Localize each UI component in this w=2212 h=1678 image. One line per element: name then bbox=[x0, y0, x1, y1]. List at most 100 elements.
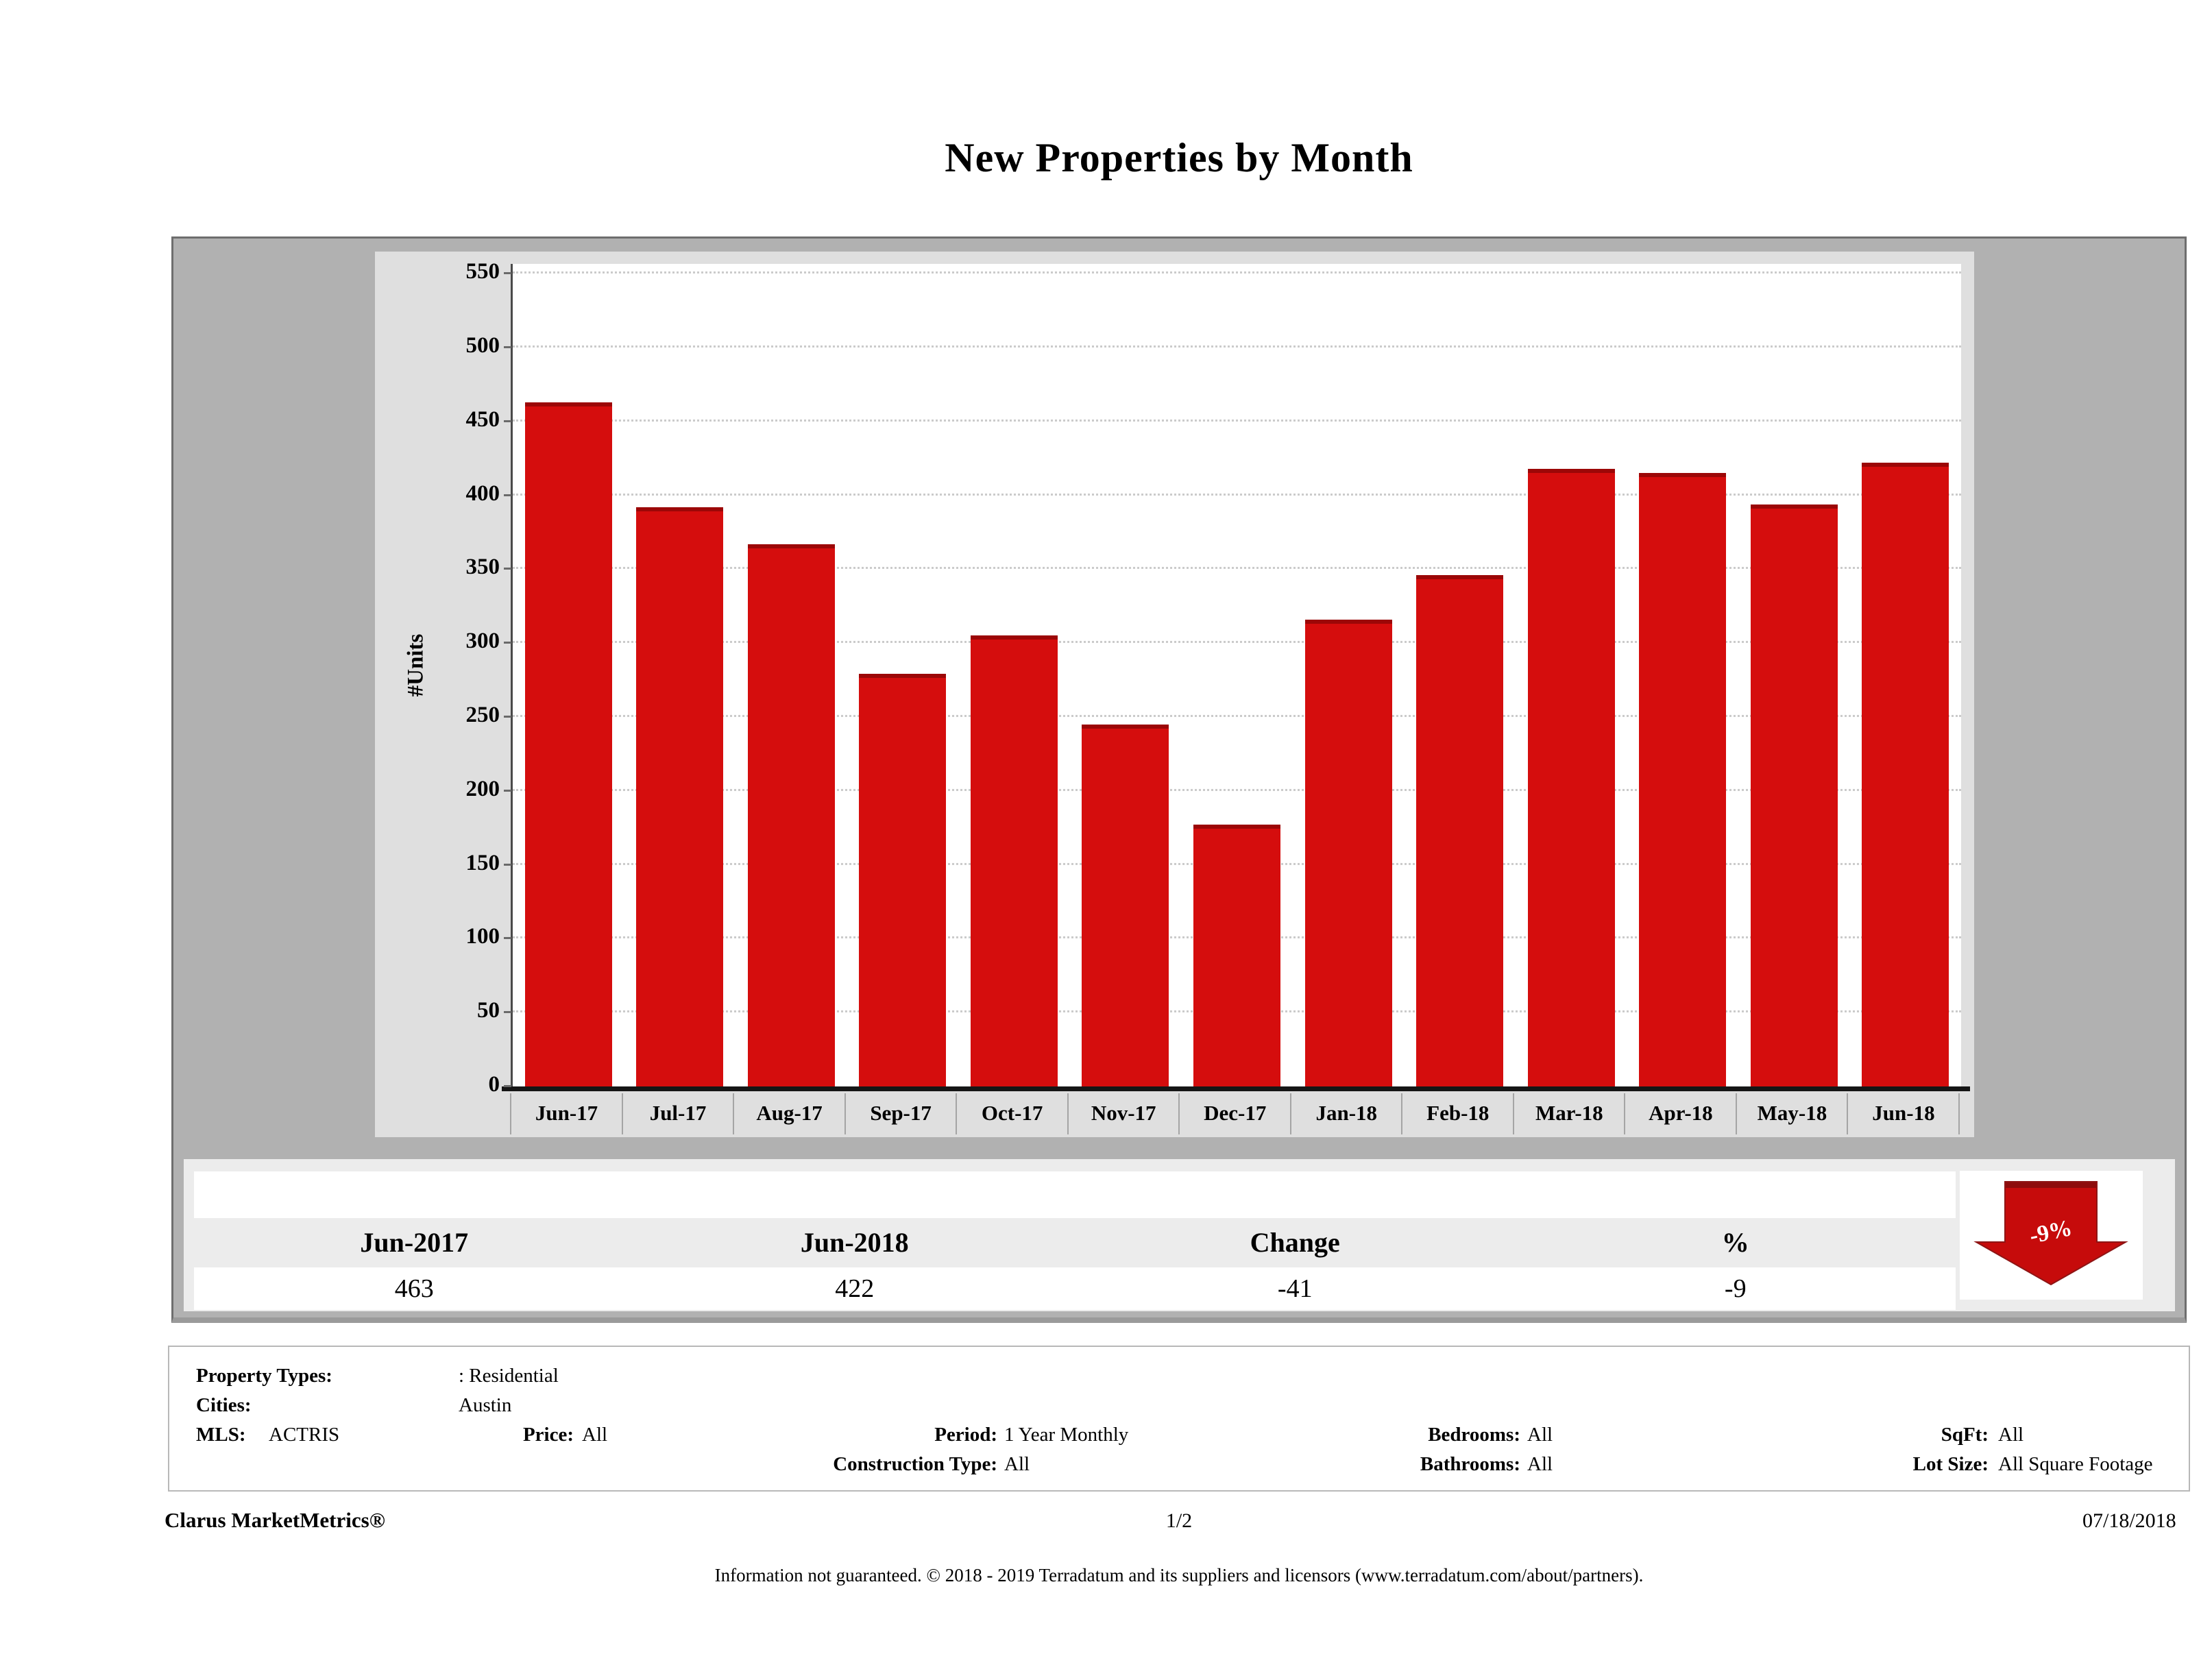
gridline-300 bbox=[513, 641, 1961, 644]
gridline-200 bbox=[513, 788, 1961, 791]
x-tick-separator bbox=[733, 1093, 735, 1134]
summary-value-Jun-2017: 463 bbox=[394, 1274, 434, 1303]
y-tick-mark bbox=[504, 642, 511, 644]
down-arrow-icon: -9% bbox=[1973, 1181, 2128, 1286]
y-tick-label: 200 bbox=[465, 776, 500, 801]
change-indicator: -9% bbox=[1960, 1171, 2143, 1300]
x-tick-separator bbox=[1067, 1093, 1069, 1134]
x-tick-label-Jan-18: Jan-18 bbox=[1315, 1101, 1378, 1125]
param-label-lot-size-: Lot Size: bbox=[1912, 1453, 1989, 1475]
x-tick-label-Apr-18: Apr-18 bbox=[1649, 1101, 1713, 1125]
summary-value-%: -9 bbox=[1724, 1274, 1747, 1303]
gridline-350 bbox=[513, 567, 1961, 570]
param-value-sqft-: All bbox=[1998, 1424, 2024, 1446]
x-tick-label-Aug-17: Aug-17 bbox=[756, 1101, 823, 1125]
x-tick-label-Feb-18: Feb-18 bbox=[1426, 1101, 1490, 1125]
bar-May-18 bbox=[1750, 504, 1838, 1086]
param-value-bedrooms-: All bbox=[1527, 1424, 1553, 1446]
y-tick-label: 100 bbox=[465, 924, 500, 949]
y-tick-mark bbox=[504, 937, 511, 940]
bar-Jan-18 bbox=[1304, 619, 1392, 1086]
x-tick-label-Jun-18: Jun-18 bbox=[1872, 1101, 1935, 1125]
x-tick-label-Sep-17: Sep-17 bbox=[870, 1101, 932, 1125]
x-tick-label-Nov-17: Nov-17 bbox=[1091, 1101, 1156, 1125]
y-tick-mark bbox=[504, 494, 511, 496]
x-tick-separator bbox=[1289, 1093, 1291, 1134]
x-tick-separator bbox=[1512, 1093, 1514, 1134]
x-tick-label-Jun-17: Jun-17 bbox=[535, 1101, 598, 1125]
page-title: New Properties by Month bbox=[945, 135, 1413, 180]
footer-page-number: 1/2 bbox=[1165, 1509, 1193, 1532]
param-label-period-: Period: bbox=[934, 1424, 997, 1446]
x-tick-separator bbox=[1847, 1093, 1849, 1134]
y-tick-label: 350 bbox=[465, 555, 500, 580]
param-value-price-: All bbox=[582, 1424, 608, 1446]
y-tick-label: 450 bbox=[465, 406, 500, 432]
y-tick-label: 400 bbox=[465, 481, 500, 506]
param-label-property-types-: Property Types: bbox=[196, 1365, 332, 1387]
x-tick-separator bbox=[1958, 1093, 1960, 1134]
summary-header-%: % bbox=[1721, 1227, 1749, 1258]
y-tick-label: 150 bbox=[465, 850, 500, 875]
y-tick-mark bbox=[504, 1011, 511, 1014]
x-tick-label-Dec-17: Dec-17 bbox=[1204, 1101, 1267, 1125]
table-value-row: 463 422 -41 -9 bbox=[194, 1267, 1956, 1310]
footer-disclaimer: Information not guaranteed. © 2018 - 201… bbox=[714, 1565, 1644, 1585]
footer-date: 07/18/2018 bbox=[2082, 1509, 2176, 1532]
gridline-250 bbox=[513, 715, 1961, 717]
param-value-mls-: ACTRIS bbox=[269, 1424, 340, 1446]
param-row-4: Construction Type: All Bathrooms: All Lot Si… bbox=[169, 1453, 2189, 1481]
param-label-bathrooms-: Bathrooms: bbox=[1420, 1453, 1520, 1475]
param-row-1: Property Types: : Residential bbox=[169, 1365, 2189, 1392]
y-tick-mark bbox=[504, 346, 511, 348]
x-tick-label-May-18: May-18 bbox=[1757, 1101, 1827, 1125]
bar-Jun-17 bbox=[524, 402, 612, 1086]
parameters-box: Property Types: : Residential Cities: Austi… bbox=[168, 1346, 2190, 1492]
gridline-500 bbox=[513, 345, 1961, 348]
param-label-bedrooms-: Bedrooms: bbox=[1428, 1424, 1520, 1446]
param-label-cities-: Cities: bbox=[196, 1394, 252, 1416]
y-tick-mark bbox=[504, 420, 511, 422]
bar-Aug-17 bbox=[747, 544, 835, 1086]
y-tick-label: 50 bbox=[477, 998, 500, 1023]
param-value-property-types-: : Residential bbox=[459, 1365, 559, 1387]
y-tick-mark bbox=[504, 716, 511, 718]
y-tick-mark bbox=[504, 1085, 511, 1087]
summary-header-Jun-2017: Jun-2017 bbox=[360, 1227, 469, 1258]
summary-table: Jun-2017 Jun-2018 Change% 463 422 -41 -9 bbox=[184, 1159, 2175, 1311]
param-row-3: MLS: ACTRIS Price: All Period: 1 Year Monthly… bbox=[169, 1424, 2189, 1451]
bar-Mar-18 bbox=[1527, 468, 1615, 1086]
x-tick-label-Jul-17: Jul-17 bbox=[649, 1101, 707, 1125]
bar-Sep-17 bbox=[859, 674, 947, 1086]
param-label-price-: Price: bbox=[522, 1424, 574, 1446]
y-tick-label: 500 bbox=[465, 333, 500, 358]
param-label-sqft-: SqFt: bbox=[1941, 1424, 1989, 1446]
param-value-lot-size-: All Square Footage bbox=[1998, 1453, 2153, 1475]
y-tick-mark bbox=[504, 568, 511, 570]
bar-Jul-17 bbox=[636, 507, 724, 1086]
x-tick-label-Mar-18: Mar-18 bbox=[1535, 1101, 1603, 1125]
x-tick-separator bbox=[1178, 1093, 1180, 1134]
x-tick-separator bbox=[510, 1093, 511, 1134]
bar-Feb-18 bbox=[1416, 575, 1504, 1086]
y-tick-mark bbox=[504, 789, 511, 792]
y-tick-label: 550 bbox=[465, 259, 500, 284]
x-tick-separator bbox=[1735, 1093, 1737, 1134]
bar-Nov-17 bbox=[1082, 724, 1169, 1086]
bar-Jun-18 bbox=[1862, 463, 1949, 1086]
plot-area bbox=[502, 264, 1970, 1091]
x-tick-separator bbox=[621, 1093, 623, 1134]
param-value-construction-type-: All bbox=[1004, 1453, 1030, 1475]
y-tick-label: 0 bbox=[488, 1072, 500, 1097]
param-label-construction-type-: Construction Type: bbox=[833, 1453, 997, 1475]
footer-brand: Clarus MarketMetrics® bbox=[165, 1508, 385, 1532]
param-row-2: Cities: Austin bbox=[169, 1394, 2189, 1422]
x-axis-line bbox=[502, 1086, 1970, 1091]
param-value-period-: 1 Year Monthly bbox=[1004, 1424, 1129, 1446]
plot-panel: #Units 0 50 100 150 200 250 300 350 400 450 500 550… bbox=[375, 252, 1974, 1137]
y-tick-label: 300 bbox=[465, 629, 500, 654]
summary-header-Jun-2018: Jun-2018 bbox=[800, 1227, 909, 1258]
param-label-mls-: MLS: bbox=[196, 1424, 246, 1446]
table-header-row: Jun-2017 Jun-2018 Change% bbox=[194, 1218, 1956, 1267]
y-tick-mark bbox=[504, 272, 511, 275]
